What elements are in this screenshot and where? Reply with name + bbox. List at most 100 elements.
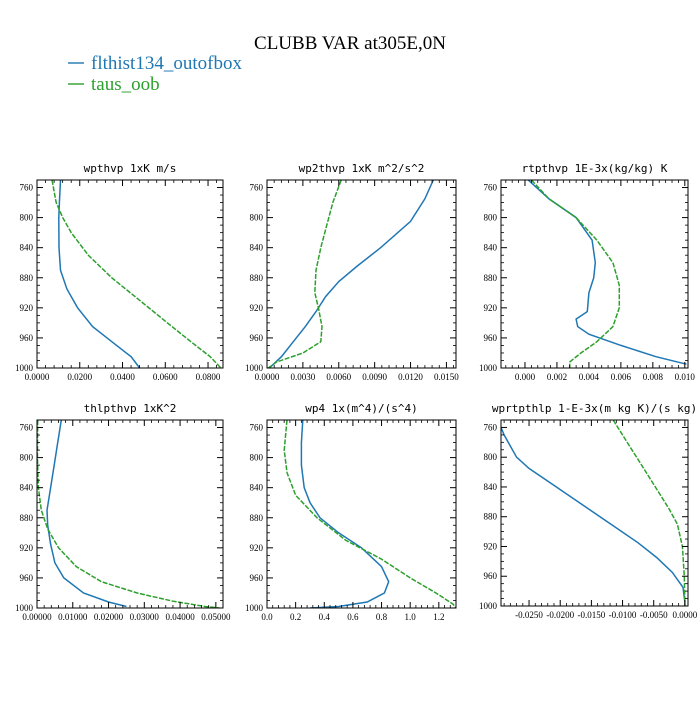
y-tick-label: 960 bbox=[20, 333, 34, 343]
y-tick-label: 800 bbox=[20, 213, 34, 223]
x-tick-label: 0.0120 bbox=[398, 372, 423, 382]
y-tick-label: 880 bbox=[20, 273, 34, 283]
x-tick-label: 1.0 bbox=[405, 612, 417, 622]
y-tick-label: 880 bbox=[250, 273, 264, 283]
series-line-2 bbox=[37, 420, 220, 608]
y-tick-label: 920 bbox=[484, 303, 498, 313]
x-tick-label: 0.00000 bbox=[22, 612, 52, 622]
y-tick-label: 760 bbox=[484, 183, 498, 193]
x-tick-label: 0.04000 bbox=[165, 612, 195, 622]
y-tick-label: 800 bbox=[484, 213, 498, 223]
x-tick-label: 0.008 bbox=[643, 372, 664, 382]
y-tick-label: 960 bbox=[250, 573, 264, 583]
legend-label-1: flthist134_outofbox bbox=[91, 53, 242, 74]
panel-4: thlpthvp 1xK^2 760 800 840 880 920 960 10000.00… bbox=[15, 402, 231, 622]
plot-frame bbox=[500, 419, 689, 607]
x-tick-label: 0.0400 bbox=[110, 372, 135, 382]
y-tick-label: 960 bbox=[484, 571, 498, 581]
y-tick-label: 760 bbox=[484, 422, 498, 432]
series-line-1 bbox=[527, 180, 687, 365]
y-tick-label: 760 bbox=[250, 423, 264, 433]
x-tick-label: 0.8 bbox=[376, 612, 388, 622]
x-tick-label: 0.0000 bbox=[673, 610, 698, 620]
y-tick-label: 880 bbox=[20, 513, 34, 523]
x-tick-label: 0.0150 bbox=[434, 372, 459, 382]
series-line-2 bbox=[530, 180, 621, 368]
panel-title: wp2thvp 1xK m^2/s^2 bbox=[299, 162, 425, 175]
y-tick-label: 1000 bbox=[15, 363, 34, 373]
x-tick-label: -0.0200 bbox=[546, 610, 574, 620]
x-tick-label: -0.0100 bbox=[609, 610, 637, 620]
y-tick-label: 760 bbox=[20, 183, 34, 193]
x-tick-label: -0.0150 bbox=[578, 610, 606, 620]
y-tick-label: 840 bbox=[484, 482, 498, 492]
panel-title: wp4 1x(m^4)/(s^4) bbox=[305, 402, 418, 415]
y-tick-label: 840 bbox=[250, 243, 264, 253]
y-tick-label: 840 bbox=[250, 483, 264, 493]
x-tick-label: 0.002 bbox=[547, 372, 567, 382]
y-tick-label: 800 bbox=[250, 213, 264, 223]
x-tick-label: 0.006 bbox=[611, 372, 632, 382]
panels: wpthvp 1xK m/s76080084088092096010000.00… bbox=[15, 162, 698, 622]
panel-2: wp2thvp 1xK m^2/s^2 760 800 840 880 920 960 100… bbox=[245, 162, 459, 382]
x-tick-label: 1.2 bbox=[433, 612, 444, 622]
y-tick-label: 920 bbox=[20, 303, 34, 313]
panel-5: wp4 1x(m^4)/(s^4)76080084088092096010000… bbox=[245, 402, 457, 622]
y-tick-label: 840 bbox=[20, 243, 34, 253]
x-tick-label: -0.0250 bbox=[515, 610, 543, 620]
legend: flthist134_outofbox taus_oob bbox=[68, 53, 242, 95]
x-tick-label: 0.0000 bbox=[255, 372, 280, 382]
series-line-1 bbox=[268, 180, 434, 368]
series-line-2 bbox=[51, 180, 222, 368]
y-tick-label: 1000 bbox=[245, 363, 264, 373]
plot-frame bbox=[266, 179, 457, 369]
x-tick-label: 0.6 bbox=[347, 612, 359, 622]
panel-3: rtpthvp 1E-3x(kg/kg) K 760 800 840 880 920 960… bbox=[479, 162, 695, 382]
x-tick-label: 0.0030 bbox=[291, 372, 316, 382]
x-tick-label: 0.0060 bbox=[326, 372, 351, 382]
y-tick-label: 760 bbox=[20, 423, 34, 433]
panel-6: wprtpthlp 1-E-3x(m kg K)/(s kg) 760 800 840… bbox=[479, 402, 698, 620]
x-tick-label: 0.0 bbox=[261, 612, 273, 622]
series-line-2 bbox=[612, 420, 686, 606]
y-tick-label: 920 bbox=[484, 541, 498, 551]
x-tick-label: 0.4 bbox=[319, 612, 331, 622]
x-tick-label: 0.01000 bbox=[58, 612, 88, 622]
y-tick-label: 800 bbox=[250, 453, 264, 463]
y-tick-label: 920 bbox=[250, 303, 264, 313]
x-tick-label: 0.03000 bbox=[130, 612, 160, 622]
y-tick-label: 800 bbox=[20, 453, 34, 463]
y-tick-label: 880 bbox=[250, 513, 264, 523]
plot-frame bbox=[36, 419, 224, 609]
y-tick-label: 960 bbox=[250, 333, 264, 343]
y-tick-label: 960 bbox=[20, 573, 34, 583]
plot-frame bbox=[266, 419, 457, 609]
plot-frame bbox=[36, 179, 224, 369]
y-tick-label: 880 bbox=[484, 512, 498, 522]
x-tick-label: 0.0200 bbox=[67, 372, 92, 382]
x-tick-label: 0.02000 bbox=[94, 612, 124, 622]
panel-title: wpthvp 1xK m/s bbox=[84, 162, 177, 175]
x-tick-label: 0.000 bbox=[515, 372, 536, 382]
x-tick-label: 0.05000 bbox=[201, 612, 231, 622]
series-line-1 bbox=[46, 420, 127, 608]
x-tick-label: 0.0800 bbox=[196, 372, 221, 382]
x-tick-label: 0.2 bbox=[290, 612, 301, 622]
x-tick-label: 0.010 bbox=[675, 372, 696, 382]
y-tick-label: 840 bbox=[484, 243, 498, 253]
x-tick-label: 0.004 bbox=[579, 372, 600, 382]
legend-label-2: taus_oob bbox=[91, 74, 160, 95]
x-tick-label: 0.0000 bbox=[25, 372, 50, 382]
y-tick-label: 960 bbox=[484, 333, 498, 343]
y-tick-label: 920 bbox=[250, 543, 264, 553]
y-tick-label: 1000 bbox=[245, 603, 264, 613]
series-line-1 bbox=[501, 427, 686, 603]
panel-title: thlpthvp 1xK^2 bbox=[84, 402, 177, 415]
series-line-1 bbox=[300, 420, 390, 608]
y-tick-label: 920 bbox=[20, 543, 34, 553]
y-tick-label: 760 bbox=[250, 183, 264, 193]
series-line-2 bbox=[267, 180, 342, 368]
figure-title: CLUBB VAR at305E,0N bbox=[254, 33, 446, 54]
